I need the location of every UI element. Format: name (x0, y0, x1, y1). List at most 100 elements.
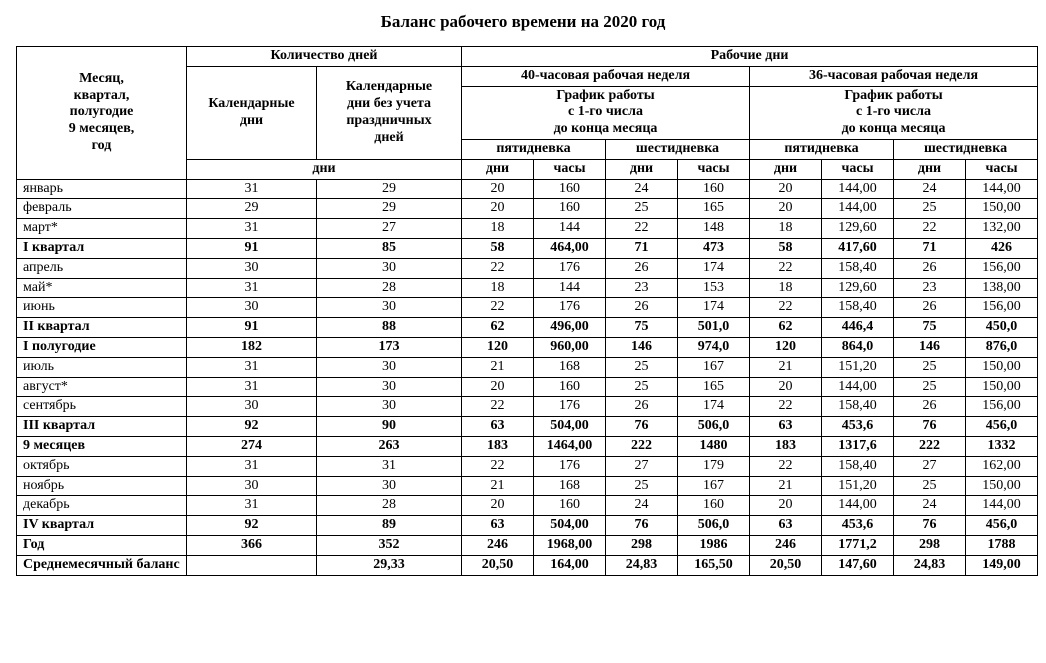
row-label: январь (17, 179, 187, 199)
cell-value: 120 (750, 337, 822, 357)
cell-value: 1788 (966, 535, 1038, 555)
cell-value: 129,60 (822, 219, 894, 239)
cell-value: 144,00 (966, 496, 1038, 516)
cell-value: 162,00 (966, 456, 1038, 476)
cell-value: 27 (606, 456, 678, 476)
cell-value: 22 (894, 219, 966, 239)
cell-value: 22 (750, 298, 822, 318)
cell-value: 25 (894, 199, 966, 219)
cell-value: 298 (606, 535, 678, 555)
cell-value: 153 (678, 278, 750, 298)
row-label: IV квартал (17, 516, 187, 536)
table-row: сентябрь3030221762617422158,4026156,00 (17, 397, 1038, 417)
cell-value: 246 (750, 535, 822, 555)
cell-value: 160 (678, 496, 750, 516)
cell-value: 20 (750, 179, 822, 199)
row-label: ноябрь (17, 476, 187, 496)
hdr-col-hours: часы (822, 159, 894, 179)
table-row: I полугодие182173120960,00146974,0120864… (17, 337, 1038, 357)
row-label: III квартал (17, 417, 187, 437)
cell-value: 176 (534, 258, 606, 278)
cell-value: 144,00 (822, 199, 894, 219)
hdr-col-hours: часы (678, 159, 750, 179)
cell-value: 92 (187, 417, 317, 437)
cell-value: 21 (462, 476, 534, 496)
cell-value: 158,40 (822, 456, 894, 476)
cell-value: 158,40 (822, 298, 894, 318)
cell-value: 1986 (678, 535, 750, 555)
cell-value: 27 (317, 219, 462, 239)
cell-value: 20 (462, 377, 534, 397)
row-label: I полугодие (17, 337, 187, 357)
cell-value: 176 (534, 298, 606, 318)
hdr-col-days: дни (894, 159, 966, 179)
cell-value: 473 (678, 238, 750, 258)
cell-value: 352 (317, 535, 462, 555)
cell-value: 144,00 (822, 377, 894, 397)
cell-value: 31 (187, 456, 317, 476)
cell-value: 23 (894, 278, 966, 298)
cell-value: 183 (462, 436, 534, 456)
cell-value: 18 (462, 278, 534, 298)
table-row: апрель3030221762617422158,4026156,00 (17, 258, 1038, 278)
cell-value: 149,00 (966, 555, 1038, 575)
cell-value: 26 (894, 258, 966, 278)
cell-value: 88 (317, 318, 462, 338)
cell-value: 504,00 (534, 516, 606, 536)
cell-value: 174 (678, 397, 750, 417)
cell-value: 160 (678, 179, 750, 199)
cell-value: 31 (187, 357, 317, 377)
cell-value: 24 (606, 496, 678, 516)
cell-value: 24 (894, 179, 966, 199)
cell-value: 456,0 (966, 516, 1038, 536)
cell-value: 18 (750, 219, 822, 239)
cell-value: 89 (317, 516, 462, 536)
cell-value: 30 (317, 258, 462, 278)
cell-value: 22 (462, 397, 534, 417)
row-label: май* (17, 278, 187, 298)
row-label: II квартал (17, 318, 187, 338)
cell-value: 160 (534, 179, 606, 199)
table-row: Среднемесячный баланс29,3320,50164,0024,… (17, 555, 1038, 575)
cell-value: 75 (606, 318, 678, 338)
cell-value: 150,00 (966, 476, 1038, 496)
cell-value: 22 (750, 258, 822, 278)
cell-value (187, 555, 317, 575)
cell-value: 62 (462, 318, 534, 338)
row-label: декабрь (17, 496, 187, 516)
cell-value: 1464,00 (534, 436, 606, 456)
cell-value: 156,00 (966, 298, 1038, 318)
cell-value: 179 (678, 456, 750, 476)
cell-value: 71 (606, 238, 678, 258)
hdr-days-unit: дни (187, 159, 462, 179)
cell-value: 90 (317, 417, 462, 437)
cell-value: 28 (317, 278, 462, 298)
cell-value: 30 (187, 258, 317, 278)
cell-value: 30 (317, 476, 462, 496)
cell-value: 456,0 (966, 417, 1038, 437)
cell-value: 464,00 (534, 238, 606, 258)
table-row: июнь3030221762617422158,4026156,00 (17, 298, 1038, 318)
cell-value: 21 (462, 357, 534, 377)
cell-value: 26 (894, 298, 966, 318)
balance-table: Месяц, квартал, полугодие 9 месяцев, год… (16, 46, 1038, 576)
hdr-five-36: пятидневка (750, 139, 894, 159)
cell-value: 144,00 (822, 179, 894, 199)
cell-value: 298 (894, 535, 966, 555)
cell-value: 147,60 (822, 555, 894, 575)
cell-value: 29 (317, 179, 462, 199)
table-row: 9 месяцев2742631831464,0022214801831317,… (17, 436, 1038, 456)
row-label: I квартал (17, 238, 187, 258)
table-row: август*3130201602516520144,0025150,00 (17, 377, 1038, 397)
cell-value: 246 (462, 535, 534, 555)
cell-value: 148 (678, 219, 750, 239)
cell-value: 146 (606, 337, 678, 357)
hdr-week36: 36-часовая рабочая неделя (750, 66, 1038, 86)
cell-value: 58 (462, 238, 534, 258)
cell-value: 151,20 (822, 476, 894, 496)
table-row: I квартал918558464,007147358417,6071426 (17, 238, 1038, 258)
row-label: март* (17, 219, 187, 239)
cell-value: 174 (678, 258, 750, 278)
cell-value: 144,00 (822, 496, 894, 516)
cell-value: 168 (534, 357, 606, 377)
